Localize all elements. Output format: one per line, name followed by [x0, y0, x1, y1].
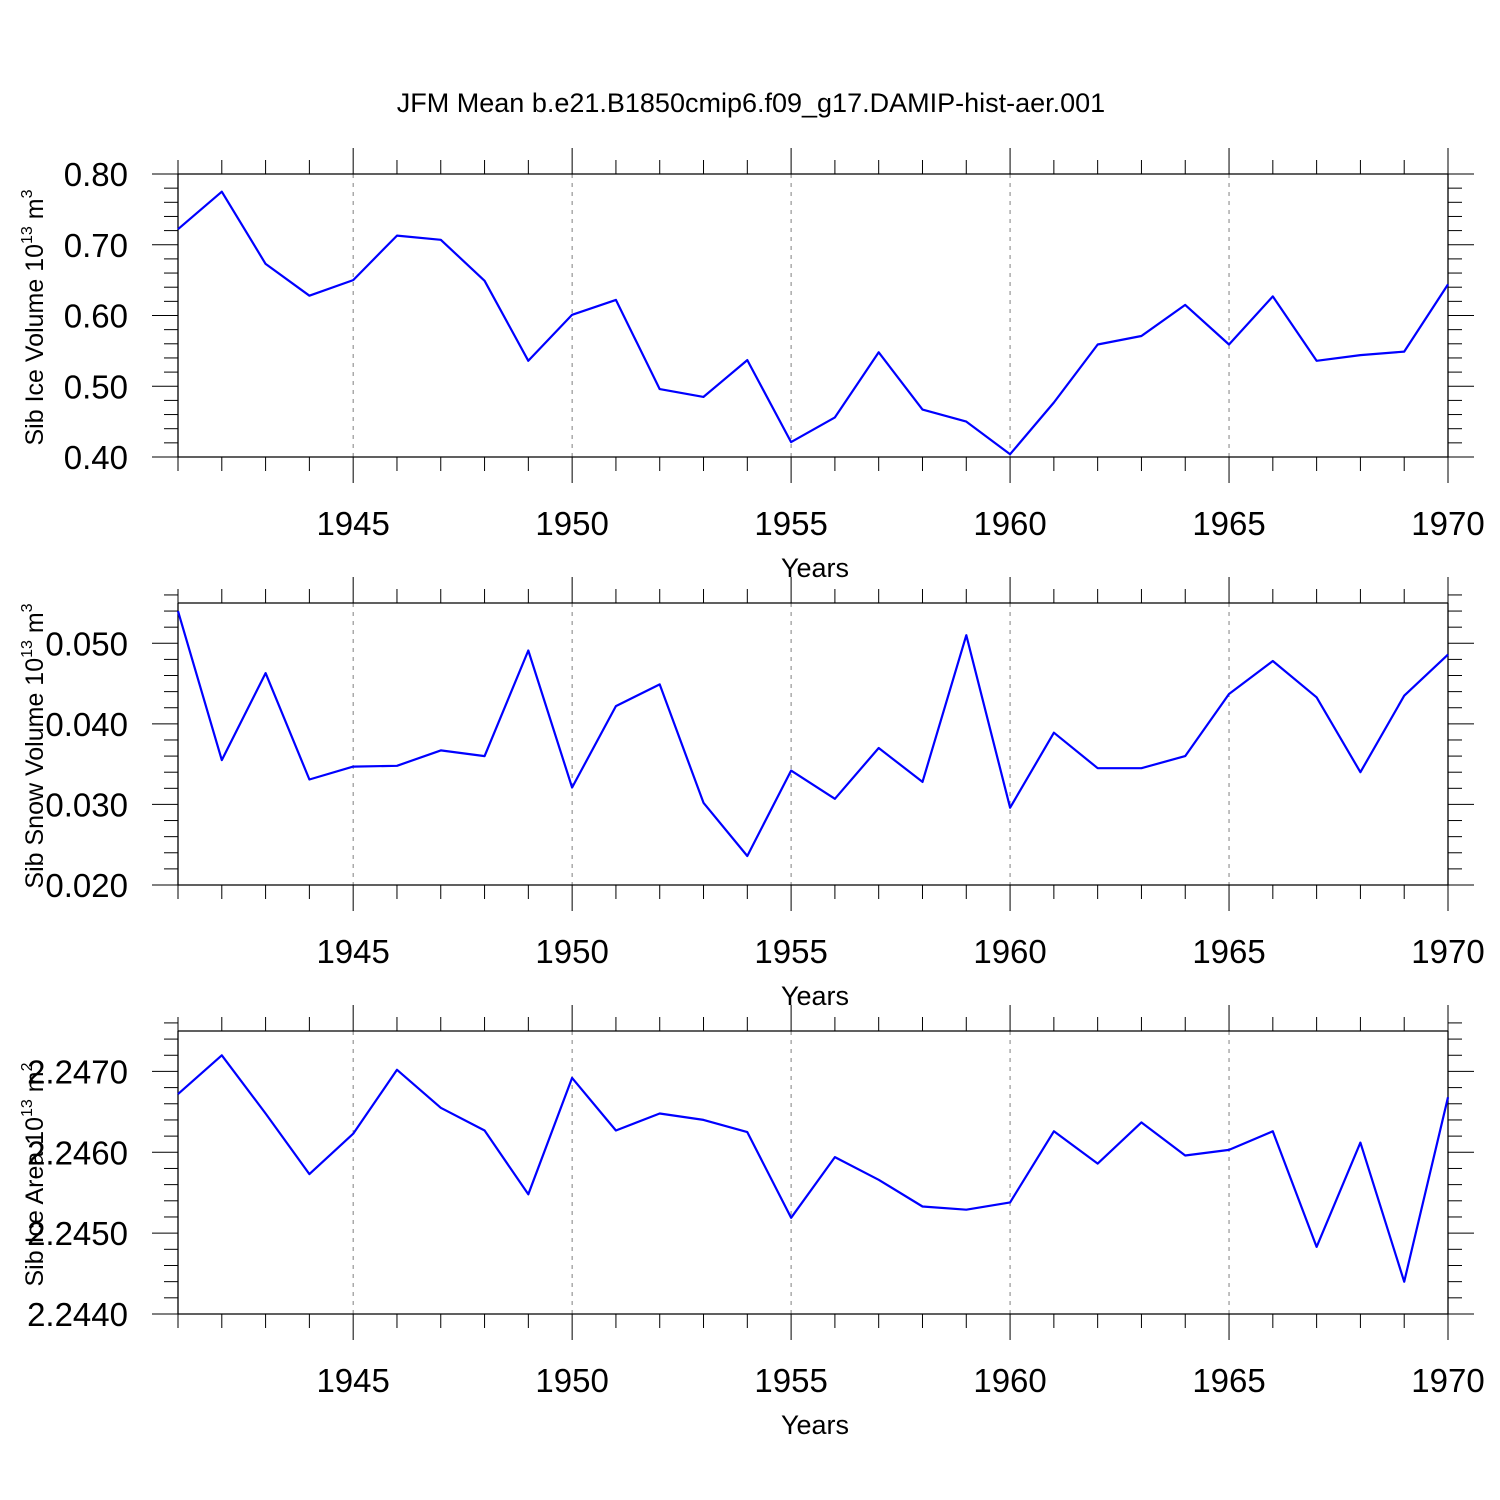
- x-tick-label: 1950: [535, 1362, 608, 1399]
- x-tick-label: 1960: [973, 933, 1046, 970]
- y-tick-label: 2.2450: [27, 1215, 128, 1252]
- x-tick-label: 1955: [754, 933, 827, 970]
- panel-3: 2.2440 2.2450 2.2460 2.2470 1945 1950 1955 1960…: [19, 1005, 1485, 1440]
- x-axis-label: Years: [781, 553, 849, 583]
- series-line: [177, 190, 1449, 456]
- panel-1: 0.40 0.50 0.60 0.70 0.80 1945 1950 1955 1960 1965…: [19, 148, 1485, 583]
- x-tick-label: 1950: [535, 933, 608, 970]
- x-tick-label: 1945: [316, 505, 389, 542]
- x-tick-label: 1965: [1192, 933, 1265, 970]
- x-tick-label: 1970: [1411, 933, 1484, 970]
- x-tick-label: 1970: [1411, 505, 1484, 542]
- x-tick-label: 1955: [754, 505, 827, 542]
- series-line: [177, 1054, 1450, 1283]
- y-tick-label: 0.80: [64, 156, 128, 193]
- y-tick-label: 0.60: [64, 298, 128, 335]
- y-tick-label: 0.50: [64, 368, 128, 405]
- figure-title: JFM Mean b.e21.B1850cmip6.f09_g17.DAMIP-…: [397, 88, 1105, 118]
- y-tick-label: 0.40: [64, 439, 128, 476]
- y-tick-label: 0.020: [45, 867, 128, 904]
- x-tick-label: 1955: [754, 1362, 827, 1399]
- x-tick-label: 1960: [973, 1362, 1046, 1399]
- y-tick-label: 0.040: [45, 706, 128, 743]
- y-tick-label: 0.70: [64, 227, 128, 264]
- x-tick-label: 1950: [535, 505, 608, 542]
- y-tick-label: 2.2470: [27, 1053, 128, 1090]
- x-axis-label: Years: [781, 1410, 849, 1440]
- x-tick-label: 1945: [316, 1362, 389, 1399]
- x-tick-label: 1945: [316, 933, 389, 970]
- series-line: [176, 610, 1449, 858]
- y-tick-label: 0.030: [45, 786, 128, 823]
- y-axis-label: Sib Snow Volume 1013 m3: [19, 603, 49, 888]
- y-axis-label: Sib Ice Volume 1013 m3: [19, 189, 49, 445]
- panel-2: 0.020 0.030 0.040 0.050 1945 1950 1955 1960 1965…: [19, 577, 1485, 1011]
- y-tick-label: 0.050: [45, 625, 128, 662]
- y-axis-label: Sib Ice Area 1013 m2: [19, 1062, 49, 1286]
- x-tick-label: 1965: [1192, 1362, 1265, 1399]
- x-axis-label: Years: [781, 981, 849, 1011]
- y-tick-label: 2.2440: [27, 1296, 128, 1333]
- x-tick-label: 1965: [1192, 505, 1265, 542]
- y-tick-label: 2.2460: [27, 1134, 128, 1171]
- x-tick-label: 1960: [973, 505, 1046, 542]
- x-tick-label: 1970: [1411, 1362, 1484, 1399]
